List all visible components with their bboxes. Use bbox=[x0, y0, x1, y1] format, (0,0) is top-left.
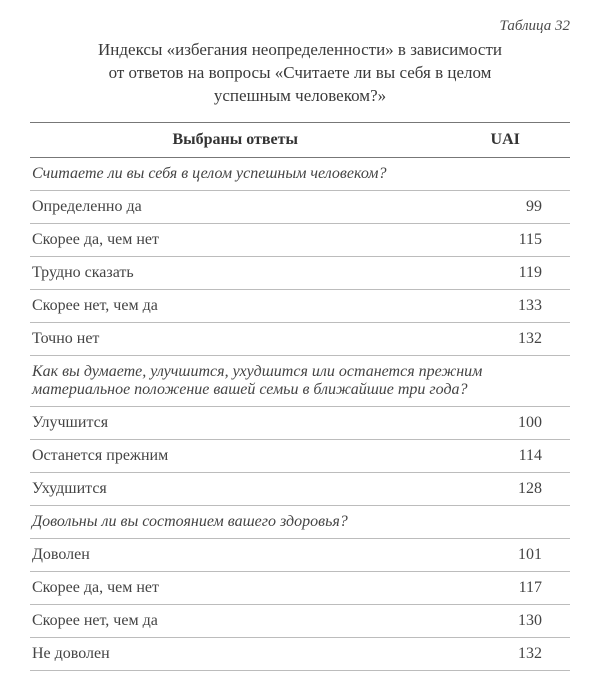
section-question-text: Считаете ли вы себя в целом успешным чел… bbox=[30, 157, 570, 190]
answer-cell: Скорее нет, чем да bbox=[30, 289, 440, 322]
table-row: Останется прежним114 bbox=[30, 439, 570, 472]
table-row: Скорее нет, чем да130 bbox=[30, 604, 570, 637]
uai-cell: 133 bbox=[440, 289, 570, 322]
table-row: Доволен101 bbox=[30, 538, 570, 571]
table-row: Скорее да, чем нет117 bbox=[30, 571, 570, 604]
table-section-row: Считаете ли вы себя в целом успешным чел… bbox=[30, 157, 570, 190]
uai-cell: 128 bbox=[440, 472, 570, 505]
answer-cell: Определенно да bbox=[30, 190, 440, 223]
table-row: Ухудшится128 bbox=[30, 472, 570, 505]
table-row: Определенно да99 bbox=[30, 190, 570, 223]
table-row: Не доволен132 bbox=[30, 637, 570, 670]
table-body: Считаете ли вы себя в целом успешным чел… bbox=[30, 157, 570, 670]
answer-cell: Ухудшится bbox=[30, 472, 440, 505]
uai-cell: 101 bbox=[440, 538, 570, 571]
uai-cell: 115 bbox=[440, 223, 570, 256]
answer-cell: Скорее да, чем нет bbox=[30, 571, 440, 604]
table-row: Улучшится100 bbox=[30, 406, 570, 439]
table-header-row: Выбраны ответы UAI bbox=[30, 122, 570, 157]
uai-cell: 119 bbox=[440, 256, 570, 289]
table-number-label: Таблица 32 bbox=[30, 18, 570, 35]
answer-cell: Точно нет bbox=[30, 322, 440, 355]
uai-cell: 130 bbox=[440, 604, 570, 637]
section-question-text: Довольны ли вы состоянием вашего здоровь… bbox=[30, 505, 570, 538]
uai-cell: 132 bbox=[440, 637, 570, 670]
answer-cell: Скорее да, чем нет bbox=[30, 223, 440, 256]
uai-cell: 99 bbox=[440, 190, 570, 223]
table-row: Скорее да, чем нет115 bbox=[30, 223, 570, 256]
answer-cell: Скорее нет, чем да bbox=[30, 604, 440, 637]
table-row: Точно нет132 bbox=[30, 322, 570, 355]
table-section-row: Довольны ли вы состоянием вашего здоровь… bbox=[30, 505, 570, 538]
column-header-uai: UAI bbox=[440, 122, 570, 157]
table-row: Трудно сказать119 bbox=[30, 256, 570, 289]
uai-cell: 100 bbox=[440, 406, 570, 439]
section-question-text: Как вы думаете, улучшится, ухудшится или… bbox=[30, 355, 570, 406]
answer-cell: Останется прежним bbox=[30, 439, 440, 472]
uai-cell: 117 bbox=[440, 571, 570, 604]
table-row: Скорее нет, чем да133 bbox=[30, 289, 570, 322]
page: Таблица 32 Индексы «избегания неопределе… bbox=[0, 0, 600, 691]
answer-cell: Трудно сказать bbox=[30, 256, 440, 289]
table-title: Индексы «избегания неопределенности» в з… bbox=[40, 39, 560, 108]
answer-cell: Улучшится bbox=[30, 406, 440, 439]
title-line-3: успешным человеком?» bbox=[214, 86, 386, 105]
title-line-2: от ответов на вопросы «Считаете ли вы се… bbox=[109, 63, 492, 82]
column-header-answers: Выбраны ответы bbox=[30, 122, 440, 157]
title-line-1: Индексы «избегания неопределенности» в з… bbox=[98, 40, 502, 59]
table-section-row: Как вы думаете, улучшится, ухудшится или… bbox=[30, 355, 570, 406]
uai-cell: 114 bbox=[440, 439, 570, 472]
uai-table: Выбраны ответы UAI Считаете ли вы себя в… bbox=[30, 122, 570, 671]
answer-cell: Не доволен bbox=[30, 637, 440, 670]
uai-cell: 132 bbox=[440, 322, 570, 355]
answer-cell: Доволен bbox=[30, 538, 440, 571]
